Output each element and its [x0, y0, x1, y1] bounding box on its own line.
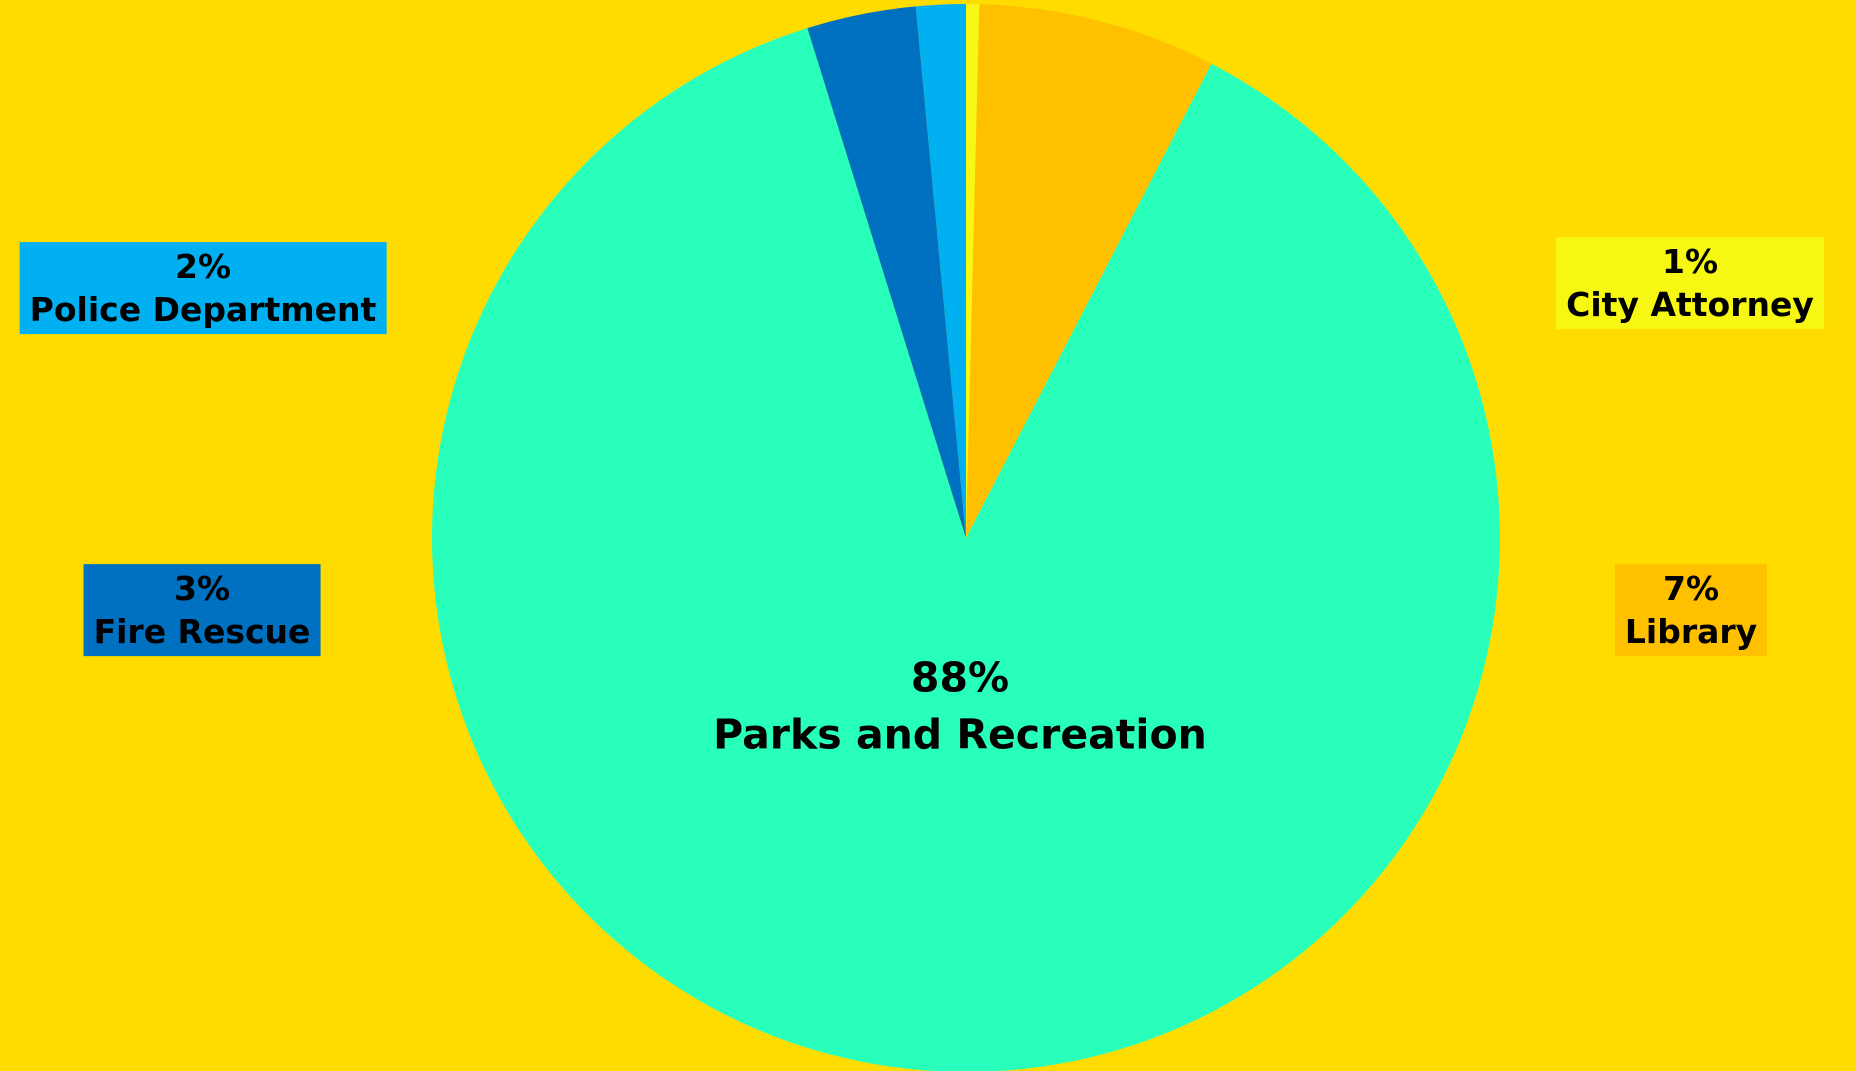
pie-slice-police-department [915, 4, 966, 538]
pct-label: 7% [1662, 569, 1720, 609]
pie-slice-city-attorney [966, 4, 980, 538]
label-library: 7% Library [1614, 564, 1768, 656]
pct-label: 1% [1661, 242, 1719, 282]
slice-name: Police Department [29, 290, 377, 329]
slice-name: Parks and Recreation [713, 711, 1207, 759]
pct-label: 88% [910, 653, 1010, 702]
pie-slice-library [966, 4, 1212, 539]
pct-label: 3% [173, 569, 231, 609]
pct-label: 2% [174, 247, 232, 287]
pie-slice-parks-and-recreation [432, 28, 1500, 1071]
slice-name: Library [1624, 612, 1758, 651]
label-fire-rescue: 3% Fire Rescue [83, 564, 321, 656]
label-parks-and-recreation: 88% Parks and Recreation [713, 650, 1207, 765]
slice-name: Fire Rescue [93, 612, 311, 651]
label-city-attorney: 1% City Attorney [1556, 237, 1824, 329]
slice-name: City Attorney [1566, 285, 1814, 324]
pie-slice-fire-rescue [807, 6, 966, 539]
label-police-department: 2% Police Department [19, 242, 387, 334]
